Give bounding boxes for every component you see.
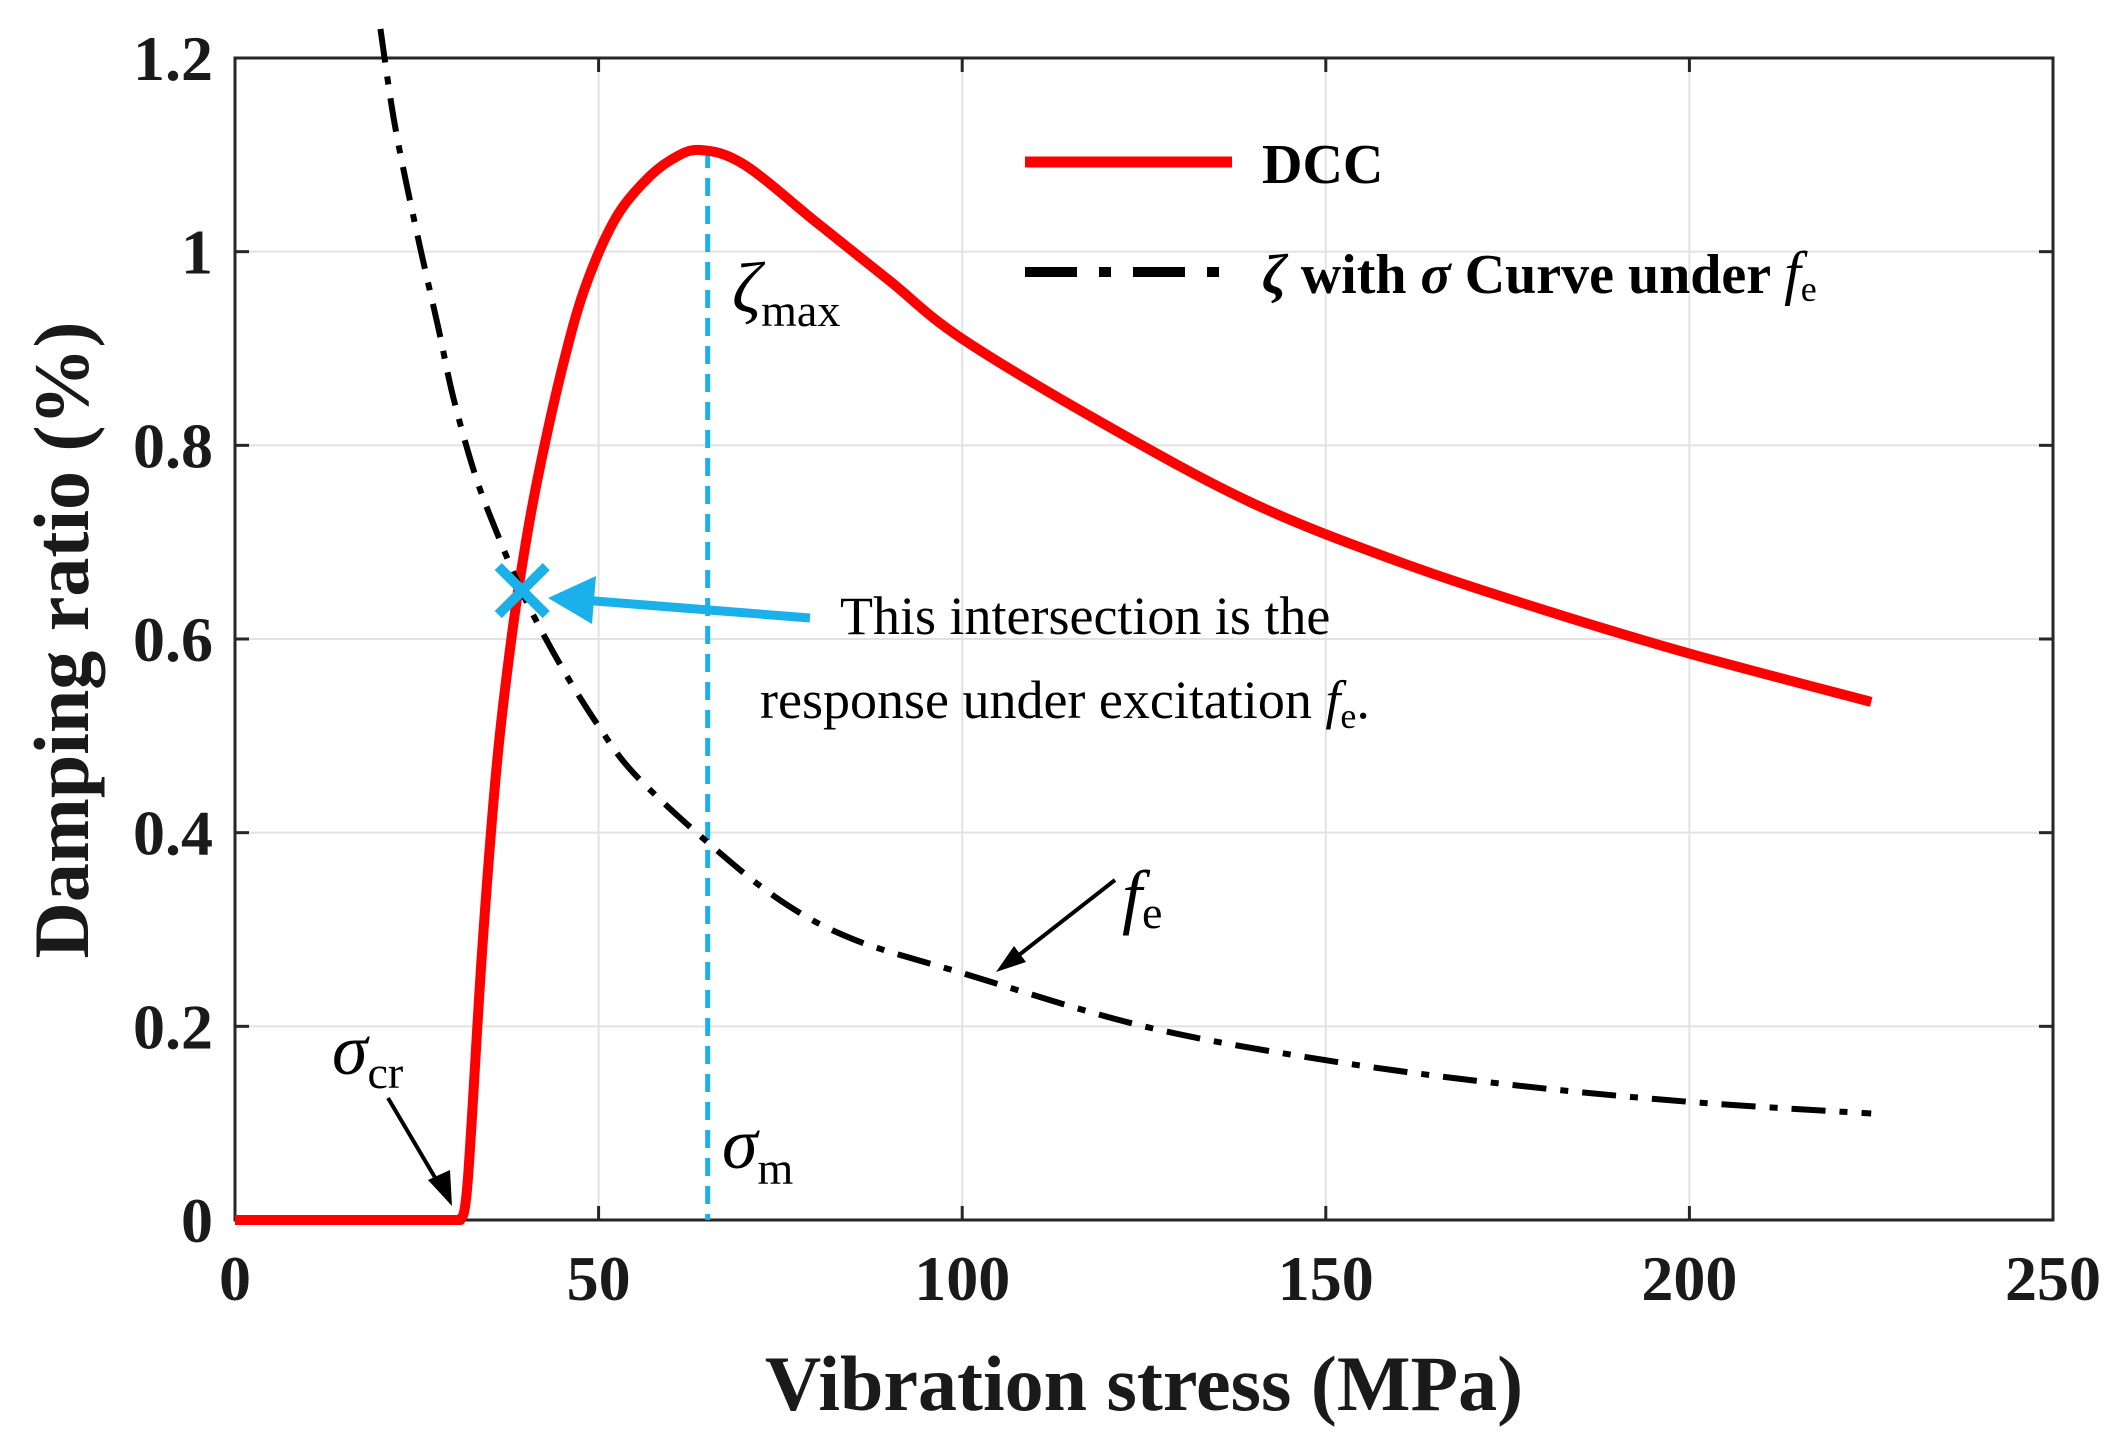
intersection-note-line1: This intersection is the — [840, 586, 1330, 646]
intersection-arrow — [581, 595, 811, 623]
dcc-curve-series — [235, 144, 1873, 1225]
y-axis-label: Damping ratio (%) — [18, 322, 105, 959]
sigma-m-label: σm — [722, 1104, 794, 1194]
x-tick-label: 250 — [2005, 1243, 2101, 1314]
plot-area: 0 50 100 150 200 250 0 0.2 0.4 0.6 0.8 1 1.2 — [133, 23, 2101, 1314]
zeta-max-label: ζmax — [732, 248, 840, 336]
intersection-marker — [494, 563, 550, 619]
fe-curve-arrowhead — [996, 946, 1026, 972]
y-tick-label: 0 — [181, 1185, 213, 1256]
legend-fe-label: ζ with σ Curve under fe — [1262, 240, 1817, 309]
fe-curve-line — [377, 28, 1872, 1117]
fe-curve-arrow — [1008, 878, 1117, 964]
intersection-note-line2: response under excitation fe. — [760, 670, 1370, 736]
intersection-marker-stroke — [494, 563, 550, 619]
series-layer — [235, 28, 1873, 1225]
sigma-cr-arrow — [386, 1096, 442, 1188]
y-tick-label: 0.6 — [133, 604, 213, 675]
x-tick-label: 100 — [914, 1243, 1010, 1314]
y-tick-label: 0.4 — [133, 798, 213, 869]
fe-curve-series — [377, 28, 1872, 1117]
x-axis-label: Vibration stress (MPa) — [765, 1340, 1523, 1427]
legend-dcc-label: DCC — [1262, 134, 1383, 196]
x-tick-label: 150 — [1278, 1243, 1374, 1314]
x-tick-label: 200 — [1641, 1243, 1737, 1314]
y-tick-label: 0.8 — [133, 410, 213, 481]
sigma-cr-label: σcr — [332, 1010, 403, 1098]
x-tick-label: 50 — [567, 1243, 631, 1314]
intersection-arrowhead — [548, 576, 596, 624]
axis-ticks: 0 50 100 150 200 250 0 0.2 0.4 0.6 0.8 1 1.2 — [133, 23, 2101, 1314]
x-tick-label: 0 — [219, 1243, 251, 1314]
sigma-cr-arrowhead — [428, 1170, 452, 1206]
y-tick-label: 0.2 — [133, 991, 213, 1062]
dcc-curve-line — [235, 144, 1873, 1225]
y-tick-label: 1 — [181, 217, 213, 288]
legend: DCC ζ with σ Curve under fe — [1025, 134, 1817, 309]
y-tick-label: 1.2 — [133, 23, 213, 94]
annotations: This intersection is the response under … — [332, 248, 1370, 1206]
